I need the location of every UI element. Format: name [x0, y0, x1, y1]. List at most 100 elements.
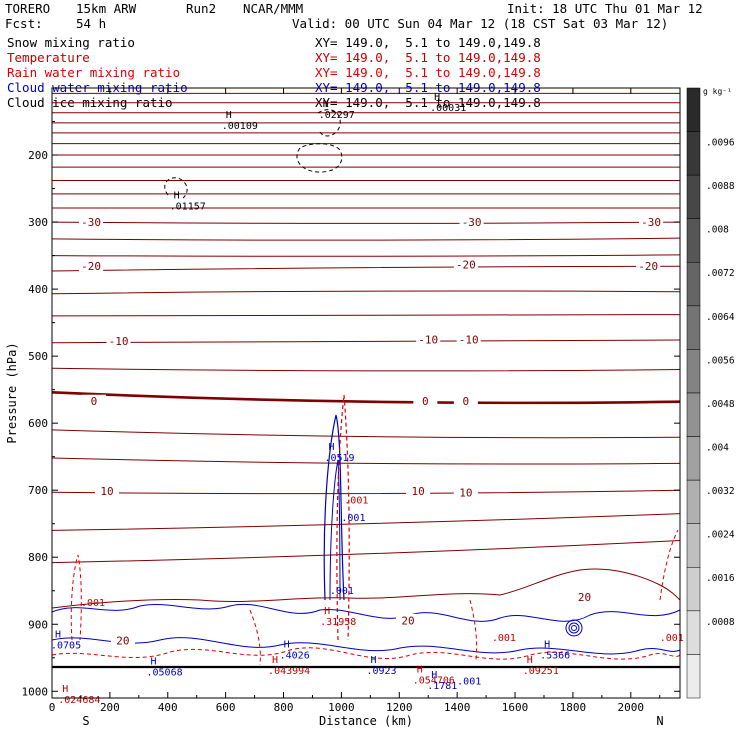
contour-label-bg-15 — [572, 590, 597, 603]
colorbar: .0096 .0088 .008 .0072 .0064 .0056 .0048 .004 .0… — [686, 87, 735, 699]
contour-label-bg-6 — [106, 334, 131, 347]
temperature-contour-13 — [51, 254, 681, 257]
x-axis-label: Distance (km) — [319, 714, 413, 728]
high-marker-15: H — [62, 684, 68, 695]
rain-water-contour — [659, 529, 679, 601]
colorbar-segment-13 — [686, 654, 701, 699]
field-xy-snow: XY= 149.0, 5.1 to 149.0,149.8 — [315, 35, 541, 50]
high-marker-13: H — [417, 665, 423, 676]
colorbar-label-9: .0024 — [706, 530, 735, 541]
colorbar-label-8: .0032 — [706, 486, 735, 497]
contour-label-8: -10 — [459, 334, 479, 347]
high-marker-0: H — [434, 92, 440, 103]
contour-label-bg-1 — [459, 215, 484, 228]
x-tick-label-7: 1400 — [444, 701, 471, 714]
contour-label-0: -30 — [81, 216, 101, 229]
high-marker-14: H — [527, 655, 533, 666]
temperature-contour-20 — [51, 568, 681, 609]
contour-label-bg-4 — [453, 257, 478, 270]
high-value-3: .01157 — [170, 202, 206, 213]
plot-frame — [51, 87, 681, 699]
contour-label-bg-7 — [416, 333, 441, 346]
colorbar-label-6: .0048 — [706, 399, 735, 410]
contour-label-bg-2 — [639, 215, 664, 228]
contour-label-4: -20 — [456, 258, 476, 271]
contour-label-bg-0 — [79, 215, 104, 228]
rain-water-contour — [336, 394, 350, 641]
y-tick-label-8: 1000 — [22, 685, 49, 698]
y-tick-label-6: 800 — [28, 551, 48, 564]
colorbar-unit: g kg⁻¹ — [703, 87, 732, 96]
cloud-water-contour — [571, 625, 577, 631]
cloud-water-contour — [565, 619, 583, 637]
valid-time: Valid: 00 UTC Sun 04 Mar 12 (18 CST Sat … — [292, 16, 669, 31]
high-marker-8: H — [370, 655, 376, 666]
high-value-2: .00109 — [222, 121, 258, 132]
colorbar-label-4: .0064 — [706, 312, 735, 323]
contour-label-7: -10 — [418, 334, 438, 347]
high-marker-2: H — [226, 110, 232, 121]
contour-label-12: 10 — [100, 485, 113, 498]
colorbar-segment-1 — [686, 131, 701, 176]
high-marker-3: H — [174, 191, 180, 202]
colorbar-segment-8 — [686, 436, 701, 481]
colorbar-segment-7 — [686, 392, 701, 437]
field-xy-rain: XY= 149.0, 5.1 to 149.0,149.8 — [315, 65, 541, 80]
high-marker-7: H — [284, 640, 290, 651]
contour-label-6: -10 — [109, 335, 129, 348]
field-xy-temperature: XY= 149.0, 5.1 to 149.0,149.8 — [315, 50, 541, 65]
high-value-5: .0705 — [51, 641, 81, 652]
contour-label-14: 10 — [459, 486, 472, 499]
temperature-contour-21 — [51, 457, 681, 465]
contour-label-3: -20 — [81, 260, 101, 273]
colorbar-label-2: .008 — [706, 225, 729, 236]
contour-label-bg-3 — [79, 259, 104, 272]
mixing-ratio-label-1: .001 — [330, 586, 354, 597]
x-tick-label-5: 1000 — [328, 701, 355, 714]
contour-label-bg-17 — [110, 634, 135, 647]
forecast-label: Fcst: — [5, 16, 43, 31]
contour-label-9: 0 — [91, 395, 98, 408]
contour-label-11: 0 — [463, 395, 470, 408]
field-name-temperature: Temperature — [7, 50, 90, 65]
high-value-0: .00031 — [430, 103, 466, 114]
colorbar-label-11: .0008 — [706, 617, 735, 628]
high-marker-9: H — [431, 670, 437, 681]
contour-label-1: -30 — [462, 216, 482, 229]
temperature-contour-15 — [51, 290, 681, 295]
colorbar-segment-9 — [686, 479, 701, 524]
high-marker-10: H — [544, 640, 550, 651]
colorbar-segment-4 — [686, 262, 701, 307]
contour-label-15: 20 — [578, 591, 591, 604]
contour-label-16: 20 — [401, 614, 414, 627]
temperature-contour-22 — [51, 489, 681, 495]
y-tick-label-7: 900 — [28, 618, 48, 631]
y-tick-label-1: 300 — [28, 216, 48, 229]
field-name-rain: Rain water mixing ratio — [7, 65, 181, 80]
temperature-contour-17 — [51, 339, 681, 344]
y-tick-label-3: 500 — [28, 350, 48, 363]
x-tick-label-1: 200 — [100, 701, 120, 714]
y-axis-label: Pressure (hPa) — [5, 342, 19, 443]
contour-label-bg-14 — [453, 485, 478, 498]
x-tick-label-4: 800 — [274, 701, 294, 714]
contour-label-bg-11 — [453, 394, 478, 407]
mixing-ratio-label-5: .001 — [492, 633, 516, 644]
contour-label-bg-13 — [406, 484, 431, 497]
temperature-contour-18 — [51, 367, 681, 372]
high-marker-5: H — [55, 630, 61, 641]
high-marker-11: H — [272, 655, 278, 666]
high-value-4: .0519 — [324, 453, 354, 464]
high-value-10: .5366 — [540, 651, 570, 662]
colorbar-label-1: .0088 — [706, 181, 735, 192]
x-tick-label-10: 2000 — [618, 701, 645, 714]
colorbar-label-3: .0072 — [706, 268, 735, 279]
colorbar-segment-5 — [686, 305, 701, 350]
contour-label-13: 10 — [411, 485, 424, 498]
colorbar-segment-3 — [686, 218, 701, 263]
contour-label-bg-16 — [395, 613, 420, 626]
contour-label-10: 0 — [422, 395, 429, 408]
contour-label-bg-8 — [456, 333, 481, 346]
